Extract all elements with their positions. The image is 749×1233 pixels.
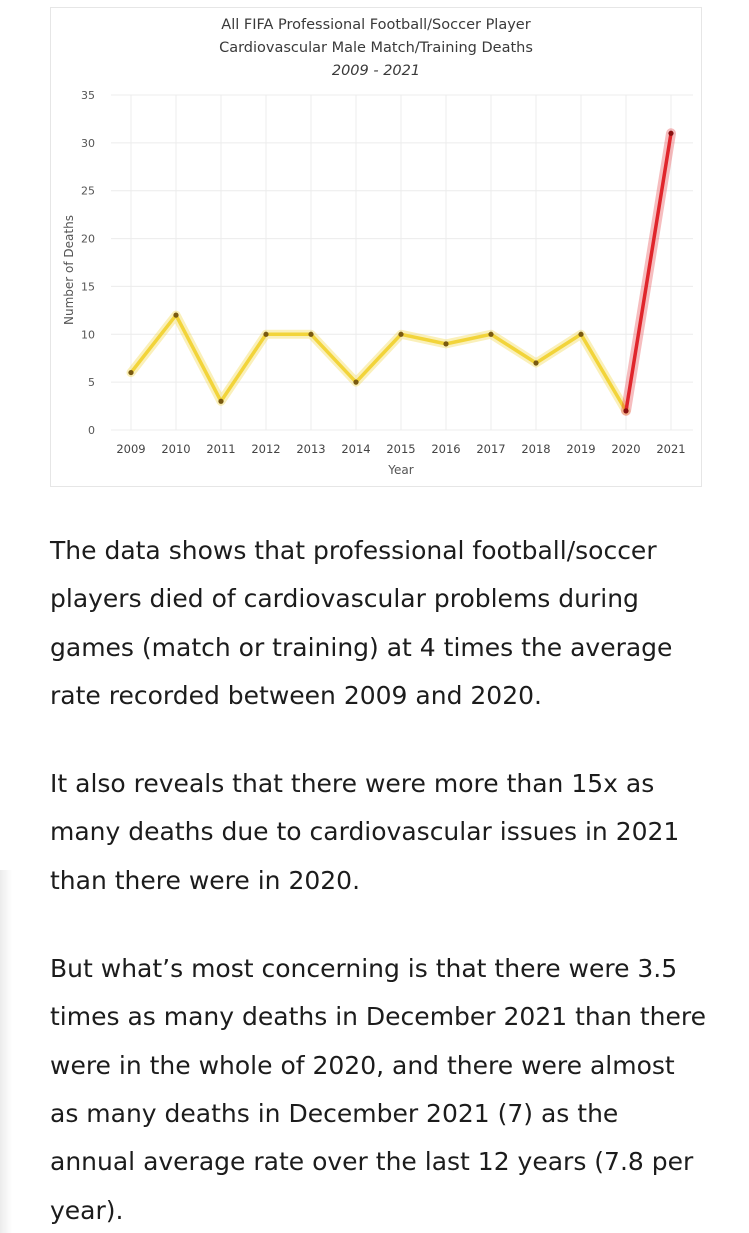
x-axis-label: Year — [387, 463, 413, 477]
series-line-glow — [126, 310, 631, 416]
y-axis-label: Number of Deaths — [62, 215, 76, 325]
x-tick-label-2012: 2012 — [251, 442, 280, 456]
chart-axes: 0 5 10 15 20 25 30 35 2009 2010 2011 2012 2013 2014 20… — [81, 89, 686, 456]
x-tick-label-2018: 2018 — [521, 442, 550, 456]
y-tick-label-15: 15 — [81, 280, 95, 293]
y-tick-label-5: 5 — [88, 376, 95, 389]
chart-subtitle: 2009 - 2021 — [332, 63, 420, 79]
series-line-2020-2021 — [624, 131, 673, 413]
chart-title-group: All FIFA Professional Football/Soccer Pl… — [62, 17, 533, 477]
article-paragraph-3: But what’s most concerning is that there… — [50, 954, 706, 1225]
x-tick-label-2020: 2020 — [611, 442, 640, 456]
data-point-2016 — [443, 341, 449, 347]
chart-grid — [111, 94, 693, 431]
chart-title: All FIFA Professional Football/Soccer Pl… — [221, 17, 530, 33]
chart-title-line2: Cardiovascular Male Match/Training Death… — [219, 40, 533, 56]
y-tick-label-20: 20 — [81, 233, 95, 246]
y-tick-label-0: 0 — [88, 424, 95, 437]
data-point-2021 — [668, 130, 674, 136]
y-tick-label-10: 10 — [81, 328, 95, 341]
article-paragraph-1: The data shows that professional footbal… — [50, 536, 673, 710]
x-tick-label-2009: 2009 — [116, 442, 145, 456]
x-tick-label-2014: 2014 — [341, 442, 370, 456]
x-tick-label-2016: 2016 — [431, 442, 460, 456]
x-tick-label-2021: 2021 — [656, 442, 685, 456]
x-tick-label-2019: 2019 — [566, 442, 595, 456]
article-body: The data shows that professional footbal… — [50, 527, 710, 1233]
series-line-2009-2020 — [129, 313, 628, 413]
article-paragraph-2: It also reveals that there were more tha… — [50, 769, 680, 895]
data-point-2009 — [128, 369, 134, 376]
data-point-2011 — [218, 398, 224, 404]
data-point-2010 — [173, 312, 179, 318]
left-edge-shadow — [0, 870, 12, 1233]
x-tick-label-2015: 2015 — [386, 442, 415, 456]
data-point-2018 — [533, 360, 539, 366]
data-point-2019 — [578, 331, 584, 337]
data-point-2015 — [398, 331, 404, 337]
data-point-2014 — [353, 379, 359, 385]
y-tick-label-35: 35 — [81, 89, 95, 102]
chart-series — [126, 128, 676, 416]
data-point-2012 — [263, 331, 269, 337]
deaths-line-chart: 0 5 10 15 20 25 30 35 2009 2010 2011 2012 2013 2014 20… — [62, 17, 693, 477]
chart-panel: 0 5 10 15 20 25 30 35 2009 2010 2011 2012 2013 2014 20… — [50, 7, 702, 487]
x-tick-label-2011: 2011 — [206, 442, 235, 456]
x-tick-label-2010: 2010 — [161, 442, 190, 456]
x-tick-label-2017: 2017 — [476, 442, 505, 456]
x-tick-label-2013: 2013 — [296, 442, 325, 456]
data-point-2013 — [308, 331, 314, 337]
y-tick-label-30: 30 — [81, 137, 95, 150]
data-point-2020 — [623, 408, 629, 414]
y-tick-label-25: 25 — [81, 185, 95, 198]
data-point-2017 — [488, 331, 494, 337]
